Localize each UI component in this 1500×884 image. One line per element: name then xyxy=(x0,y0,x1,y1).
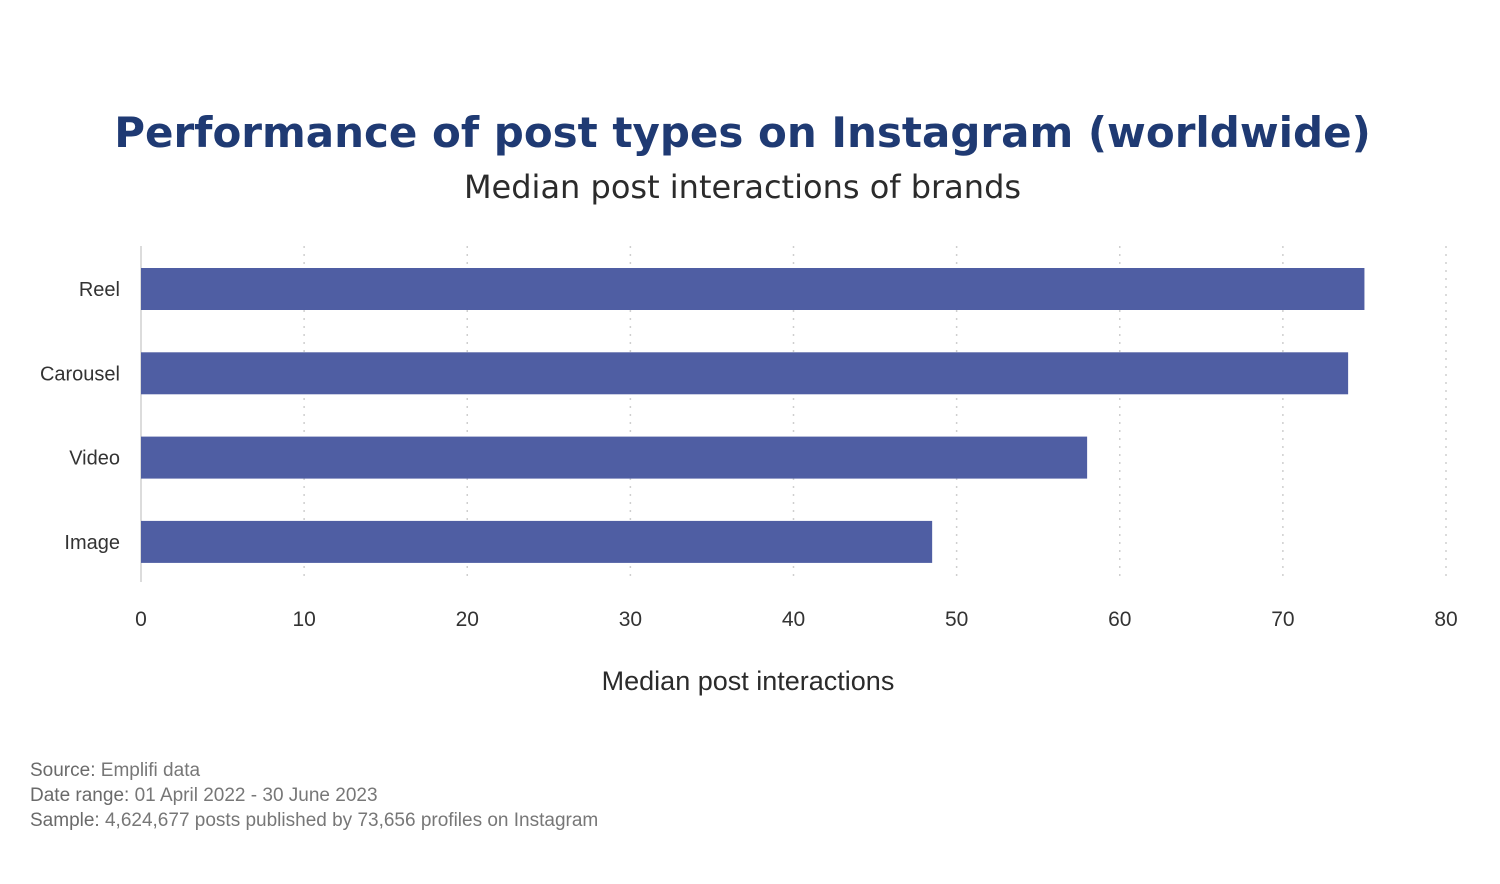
category-labels: Reel Carousel Video Image xyxy=(40,279,120,554)
category-label: Video xyxy=(69,448,120,470)
source-label: Source: xyxy=(30,760,96,781)
category-label: Reel xyxy=(79,279,120,301)
sample-line: Sample: 4,624,677 posts published by 73,… xyxy=(30,808,598,833)
x-tick-label: 80 xyxy=(1434,608,1457,631)
sample-label: Sample: xyxy=(30,810,100,831)
x-tick-label: 30 xyxy=(619,608,642,631)
bar-carousel xyxy=(141,352,1349,395)
date-range-label: Date range: xyxy=(30,785,130,806)
x-tick-label: 10 xyxy=(292,608,315,631)
category-label: Image xyxy=(64,532,120,554)
chart-subtitle: Median post interactions of brands xyxy=(463,168,1022,206)
bar-video xyxy=(141,436,1088,479)
sample-value: 4,624,677 posts published by 73,656 prof… xyxy=(104,810,599,831)
x-tick-label: 60 xyxy=(1108,608,1131,631)
bars xyxy=(141,268,1365,563)
bar-image xyxy=(141,520,933,563)
x-tick-label: 40 xyxy=(782,608,805,631)
x-tick-label: 50 xyxy=(945,608,968,631)
source-value: Emplifi data xyxy=(100,760,201,781)
source-line: Source: Emplifi data xyxy=(30,758,598,783)
date-range-line: Date range: 01 April 2022 - 30 June 2023 xyxy=(30,783,598,808)
x-tick-labels: 0 10 20 30 40 50 60 70 80 xyxy=(135,608,1458,631)
category-label: Carousel xyxy=(40,363,120,385)
x-tick-label: 0 xyxy=(135,608,147,631)
x-tick-label: 70 xyxy=(1271,608,1294,631)
bar-reel xyxy=(141,268,1365,310)
footer-notes: Source: Emplifi data Date range: 01 Apri… xyxy=(30,758,598,833)
date-range-value: 01 April 2022 - 30 June 2023 xyxy=(134,785,378,806)
chart-title: Performance of post types on Instagram (… xyxy=(114,108,1371,157)
x-axis-label: Median post interactions xyxy=(602,666,895,696)
x-tick-label: 20 xyxy=(456,608,479,631)
